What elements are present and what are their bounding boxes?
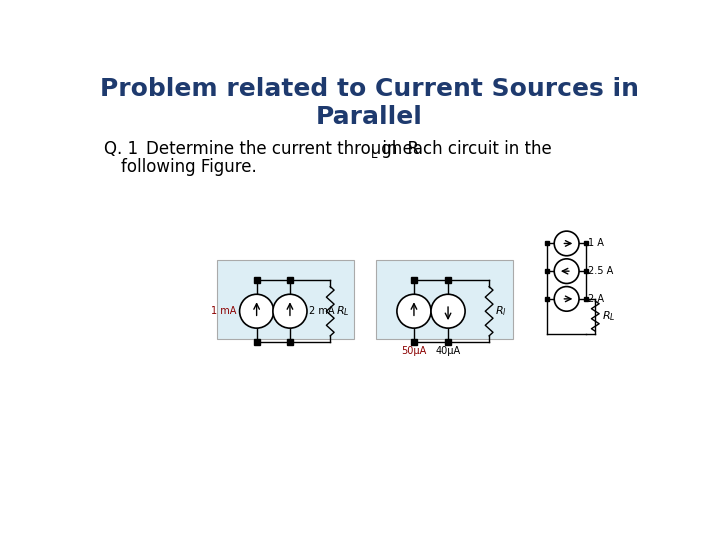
Text: Parallel: Parallel: [315, 105, 423, 129]
Text: following Figure.: following Figure.: [121, 158, 257, 176]
Text: 40μA: 40μA: [436, 346, 461, 356]
Text: $R_L$: $R_L$: [601, 309, 615, 323]
Text: 2 A: 2 A: [588, 294, 604, 304]
FancyBboxPatch shape: [376, 260, 513, 339]
Circle shape: [431, 294, 465, 328]
Circle shape: [554, 231, 579, 256]
Text: $R_l$: $R_l$: [495, 305, 507, 318]
Text: 50μA: 50μA: [401, 346, 426, 356]
Text: Q. 1: Q. 1: [104, 140, 138, 159]
Text: 2 mA: 2 mA: [309, 306, 334, 316]
Text: 1 mA: 1 mA: [211, 306, 236, 316]
FancyBboxPatch shape: [217, 260, 354, 339]
Text: L: L: [372, 148, 378, 161]
Circle shape: [397, 294, 431, 328]
Text: Determine the current through R: Determine the current through R: [145, 140, 419, 159]
Circle shape: [273, 294, 307, 328]
Text: in each circuit in the: in each circuit in the: [377, 140, 552, 159]
Circle shape: [240, 294, 274, 328]
Text: 2.5 A: 2.5 A: [588, 266, 613, 276]
Circle shape: [554, 287, 579, 311]
Text: Problem related to Current Sources in: Problem related to Current Sources in: [99, 77, 639, 102]
Text: 1 A: 1 A: [588, 239, 604, 248]
Circle shape: [554, 259, 579, 284]
Text: $R_L$: $R_L$: [336, 305, 350, 318]
